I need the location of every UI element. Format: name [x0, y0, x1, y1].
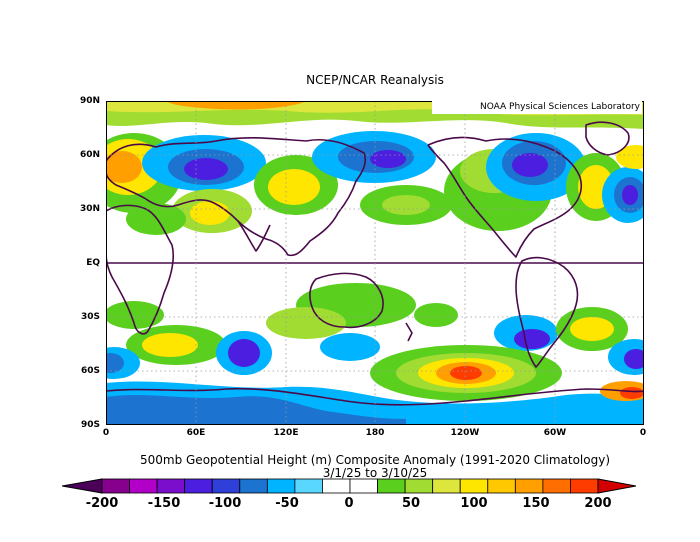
satl-yellow: [570, 317, 614, 341]
natl-dark: [622, 185, 638, 205]
colorbar-label-150: 150: [522, 496, 550, 511]
lat-label-90s: 90S: [80, 420, 100, 430]
lon-label-180: 180: [365, 428, 385, 438]
colorbar-label-neg200: -200: [85, 496, 119, 511]
colorbar-swatch: [322, 478, 351, 494]
colorbar-label-100: 100: [460, 496, 488, 511]
colorbar-swatch: [432, 478, 461, 494]
antarctic-red: [620, 387, 644, 399]
anomaly-map: [106, 101, 644, 425]
colorbar-swatch: [294, 478, 323, 494]
lat-label-30s: 30S: [80, 312, 100, 322]
colorbar-swatch: [542, 478, 571, 494]
colorbar-swatch: [211, 478, 241, 494]
nam-dark: [512, 153, 548, 177]
lat-label-30n: 30N: [79, 204, 100, 214]
lat-label-eq: EQ: [86, 258, 100, 268]
colorbar-swatch: [514, 478, 544, 494]
antarctic-lightblue-e: [552, 397, 600, 413]
grid-lines: [106, 101, 644, 425]
lon-label-120e: 120E: [273, 428, 299, 438]
spac-green: [414, 303, 458, 327]
sahara-green: [126, 203, 186, 235]
lon-label-0-east: 0: [639, 428, 647, 438]
colorbar-swatch: [156, 478, 186, 494]
colorbar-label-neg50: -50: [275, 496, 299, 511]
colorbar-label-50: 50: [401, 496, 421, 511]
west-s-blue: [106, 353, 124, 373]
map-frame: [106, 101, 644, 425]
colorbar-swatch: [570, 478, 599, 494]
tasman-lightblue: [320, 333, 380, 361]
antarctic-blue: [106, 395, 406, 425]
colorbar-swatch: [404, 478, 434, 494]
aus-yellowgreen: [266, 307, 346, 339]
colorbar-swatch: [266, 478, 296, 494]
colorbar-label-200: 200: [584, 496, 612, 511]
colorbar-arrow-low: [62, 478, 103, 494]
satl-blue: [624, 349, 644, 369]
eurasia-coast: [106, 137, 367, 257]
n-america-coast: [427, 136, 583, 258]
colorbar-label-neg100: -100: [208, 496, 242, 511]
coastlines: [106, 121, 644, 406]
arctic-orange-patch: [166, 101, 306, 110]
india-coast: [237, 220, 271, 252]
europe-orange: [106, 151, 142, 183]
s-america-coast: [515, 256, 579, 368]
asia-yellow: [268, 169, 320, 205]
lat-label-60n: 60N: [79, 150, 100, 160]
antarctica-coast: [106, 387, 644, 406]
colorbar-swatch: [377, 478, 406, 494]
s-indian-blue: [228, 339, 260, 367]
lon-label-0: 0: [102, 428, 110, 438]
lon-label-120w: 120W: [450, 428, 480, 438]
lat-label-90n: 90N: [79, 96, 100, 106]
colorbar-swatch: [184, 478, 213, 494]
colorbar-label-0: 0: [344, 496, 354, 511]
colorbar-swatch: [349, 478, 378, 494]
colorbar: [62, 478, 636, 494]
colorbar-swatch: [459, 478, 489, 494]
subtitle-line-1: 500mb Geopotential Height (m) Composite …: [139, 453, 610, 467]
credit-label: NOAA Physical Sciences Laboratory: [432, 101, 642, 114]
colorbar-label-neg150: -150: [147, 496, 181, 511]
africa-coast: [106, 204, 175, 335]
siberia-dark: [184, 158, 228, 180]
colorbar-swatch: [239, 478, 268, 494]
spac-blue: [514, 329, 550, 349]
subtitle-line-2: 3/1/25 to 3/10/25: [322, 466, 428, 480]
greenland-coast: [585, 121, 630, 156]
npac-dark: [370, 150, 406, 168]
npac-yellowgreen: [382, 195, 430, 215]
colorbar-swatch: [101, 478, 130, 494]
s-africa-green: [106, 301, 164, 329]
lat-label-60s: 60S: [80, 366, 100, 376]
colorbar-swatch: [487, 478, 516, 494]
greenland-yellow: [616, 145, 644, 169]
colorbar-swatch: [129, 478, 158, 494]
nz-coast: [405, 322, 413, 342]
lon-label-60w: 60W: [543, 428, 567, 438]
s-indian-yellow: [142, 333, 198, 357]
lon-label-60e: 60E: [186, 428, 206, 438]
so-red: [450, 366, 482, 380]
australia-coast: [309, 272, 384, 329]
chart-title: NCEP/NCAR Reanalysis: [306, 73, 444, 87]
colorbar-arrow-high: [597, 478, 636, 494]
